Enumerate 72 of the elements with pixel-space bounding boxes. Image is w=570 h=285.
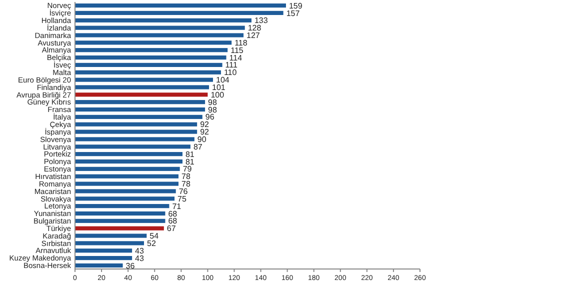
data-label: 92 bbox=[200, 120, 210, 130]
bar bbox=[75, 70, 221, 74]
data-label: 92 bbox=[200, 128, 210, 137]
data-label: 110 bbox=[224, 68, 238, 78]
bar bbox=[75, 130, 198, 134]
data-label: 157 bbox=[286, 8, 300, 18]
data-label: 114 bbox=[229, 53, 243, 62]
data-label: 118 bbox=[234, 38, 248, 48]
bar bbox=[75, 144, 190, 149]
data-label: 81 bbox=[185, 157, 195, 166]
bar bbox=[75, 256, 132, 260]
data-label: 67 bbox=[166, 224, 176, 234]
data-label: 127 bbox=[246, 31, 260, 40]
bar bbox=[75, 92, 208, 97]
data-label: 100 bbox=[210, 90, 225, 100]
bar bbox=[75, 78, 213, 82]
bar bbox=[75, 107, 206, 112]
bar bbox=[75, 204, 170, 208]
bar bbox=[75, 182, 178, 186]
bar bbox=[75, 3, 286, 8]
data-label: 78 bbox=[182, 180, 191, 189]
bar bbox=[75, 241, 144, 246]
data-label: 87 bbox=[193, 142, 203, 152]
data-label: 78 bbox=[182, 172, 191, 182]
data-label: 96 bbox=[205, 112, 215, 122]
data-label: 81 bbox=[185, 150, 195, 159]
bar bbox=[75, 152, 182, 156]
data-label: 159 bbox=[288, 1, 303, 10]
data-label: 71 bbox=[172, 202, 182, 211]
bar bbox=[75, 189, 176, 194]
bar bbox=[75, 159, 182, 164]
bar bbox=[75, 85, 210, 90]
data-label: 104 bbox=[216, 76, 230, 85]
bar bbox=[75, 137, 194, 142]
bar bbox=[75, 18, 252, 22]
bar bbox=[75, 55, 226, 60]
data-label: 43 bbox=[135, 246, 145, 256]
bar bbox=[75, 248, 132, 253]
bar bbox=[75, 218, 166, 223]
data-label: 75 bbox=[178, 194, 187, 204]
bar bbox=[75, 226, 164, 230]
bar bbox=[75, 211, 166, 216]
data-label: 43 bbox=[135, 254, 145, 263]
data-label: 111 bbox=[225, 60, 238, 70]
bar bbox=[75, 48, 228, 52]
data-label: 54 bbox=[150, 232, 160, 241]
data-label: 115 bbox=[230, 46, 244, 55]
bar bbox=[75, 26, 245, 30]
data-label: 68 bbox=[168, 209, 178, 218]
bar bbox=[75, 234, 147, 238]
bar bbox=[75, 263, 123, 268]
data-label: 52 bbox=[147, 238, 156, 248]
data-label: 133 bbox=[254, 16, 268, 26]
data-label: 36 bbox=[126, 261, 136, 270]
bar bbox=[75, 166, 180, 171]
bar bbox=[75, 174, 178, 178]
data-label: 90 bbox=[197, 135, 207, 144]
bar bbox=[75, 122, 198, 126]
data-label: 76 bbox=[178, 187, 188, 196]
data-label: 68 bbox=[168, 216, 178, 226]
bar bbox=[75, 10, 284, 15]
bar bbox=[75, 33, 244, 38]
data-label: 128 bbox=[248, 24, 262, 33]
data-label: 79 bbox=[182, 164, 192, 174]
bar bbox=[75, 196, 175, 201]
bar bbox=[75, 114, 202, 119]
bar bbox=[75, 40, 232, 45]
bar bbox=[75, 100, 206, 104]
data-label: 98 bbox=[208, 98, 218, 107]
data-label: 101 bbox=[212, 83, 226, 92]
data-label: 98 bbox=[208, 105, 218, 114]
bar bbox=[75, 62, 222, 67]
